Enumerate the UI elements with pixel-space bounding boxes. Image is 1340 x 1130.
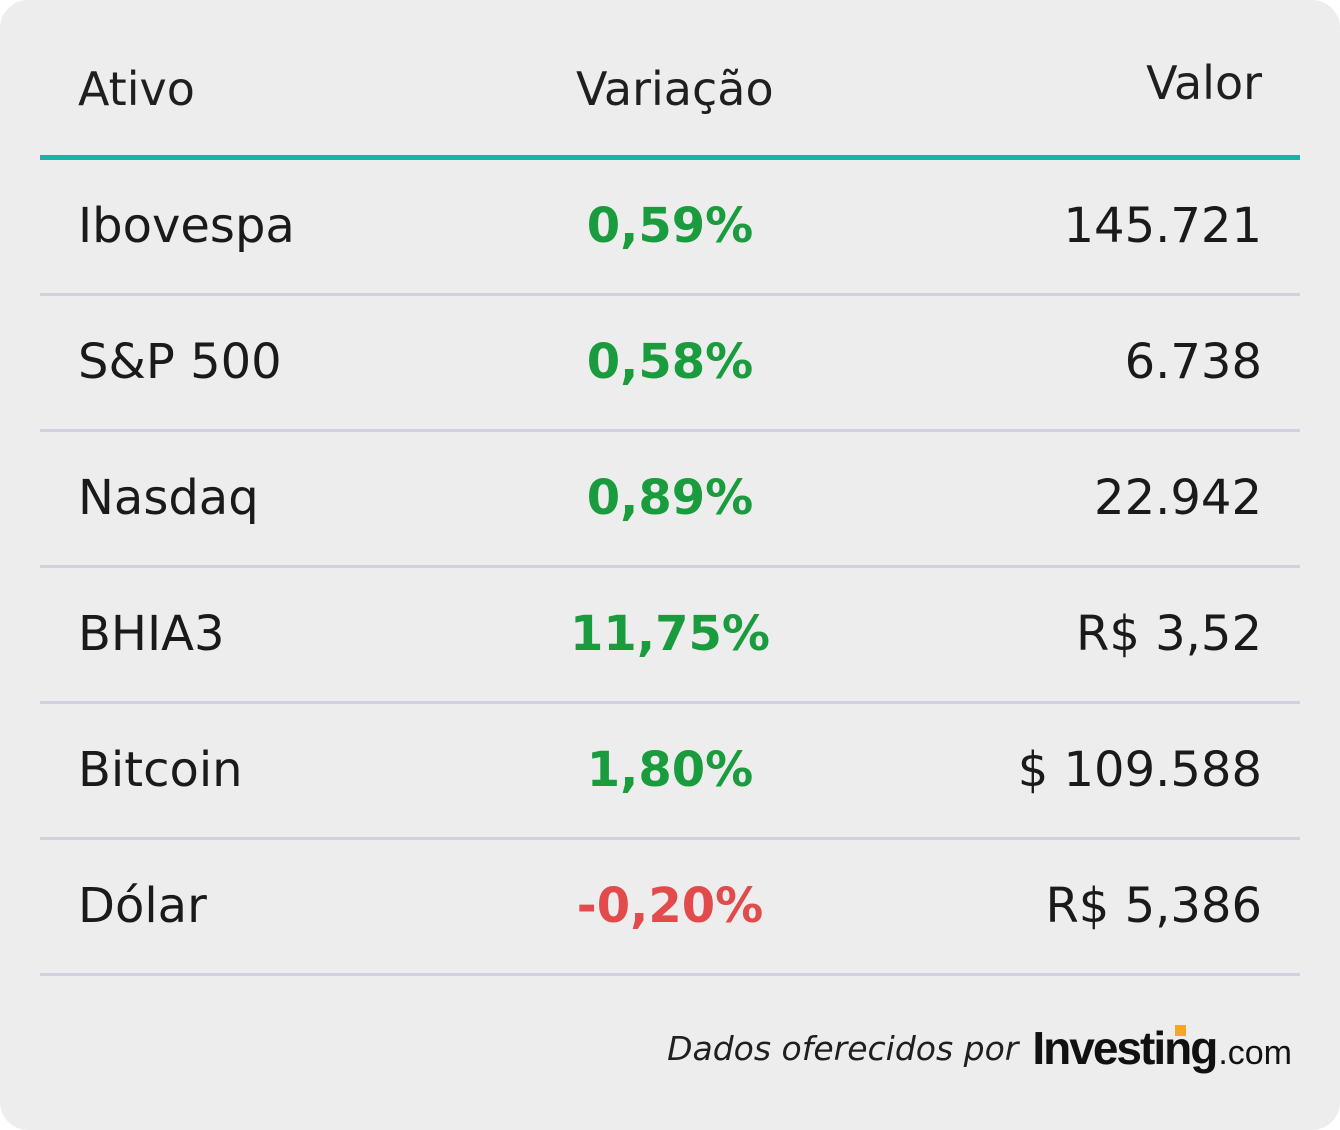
investing-logo[interactable]: Investing .com <box>1032 1021 1292 1075</box>
asset-variation: 1,80% <box>586 742 754 798</box>
asset-value: R$ 5,386 <box>1045 878 1262 934</box>
asset-name: Ibovespa <box>78 198 295 254</box>
attribution-text: Dados oferecidos por <box>667 1028 1019 1068</box>
asset-name: Bitcoin <box>78 742 243 798</box>
asset-variation: 11,75% <box>570 606 770 662</box>
table-row: BHIA3 11,75% R$ 3,52 <box>40 568 1300 704</box>
data-attribution: Dados oferecidos por Investing .com <box>667 1020 1292 1076</box>
asset-value: $ 109.588 <box>1017 742 1262 798</box>
asset-variation: 0,59% <box>586 198 754 254</box>
table-row: S&P 500 0,58% 6.738 <box>40 296 1300 432</box>
asset-variation: 0,89% <box>586 470 754 526</box>
table-body: Ibovespa 0,59% 145.721 S&P 500 0,58% 6.7… <box>40 160 1300 976</box>
asset-value: 6.738 <box>1124 334 1262 390</box>
asset-name: S&P 500 <box>78 334 282 390</box>
asset-name: Dólar <box>78 878 207 934</box>
asset-value: 145.721 <box>1063 198 1263 254</box>
header-variacao: Variação <box>576 62 774 116</box>
table-row: Bitcoin 1,80% $ 109.588 <box>40 704 1300 840</box>
asset-variation: -0,20% <box>576 878 764 934</box>
header-ativo: Ativo <box>78 62 195 116</box>
logo-suffix: .com <box>1218 1034 1292 1072</box>
logo-wordmark: Investing <box>1032 1022 1218 1074</box>
asset-name: Nasdaq <box>78 470 259 526</box>
header-divider <box>40 155 1300 160</box>
asset-variation: 0,58% <box>586 334 754 390</box>
asset-value: 22.942 <box>1094 470 1262 526</box>
asset-value: R$ 3,52 <box>1075 606 1262 662</box>
table-row: Dólar -0,20% R$ 5,386 <box>40 840 1300 976</box>
table-row: Ibovespa 0,59% 145.721 <box>40 160 1300 296</box>
table-row: Nasdaq 0,89% 22.942 <box>40 432 1300 568</box>
table-header: Ativo Variação Valor <box>40 0 1300 158</box>
asset-name: BHIA3 <box>78 606 225 662</box>
logo-accent-mark <box>1175 1025 1187 1036</box>
header-valor: Valor <box>1146 56 1262 110</box>
